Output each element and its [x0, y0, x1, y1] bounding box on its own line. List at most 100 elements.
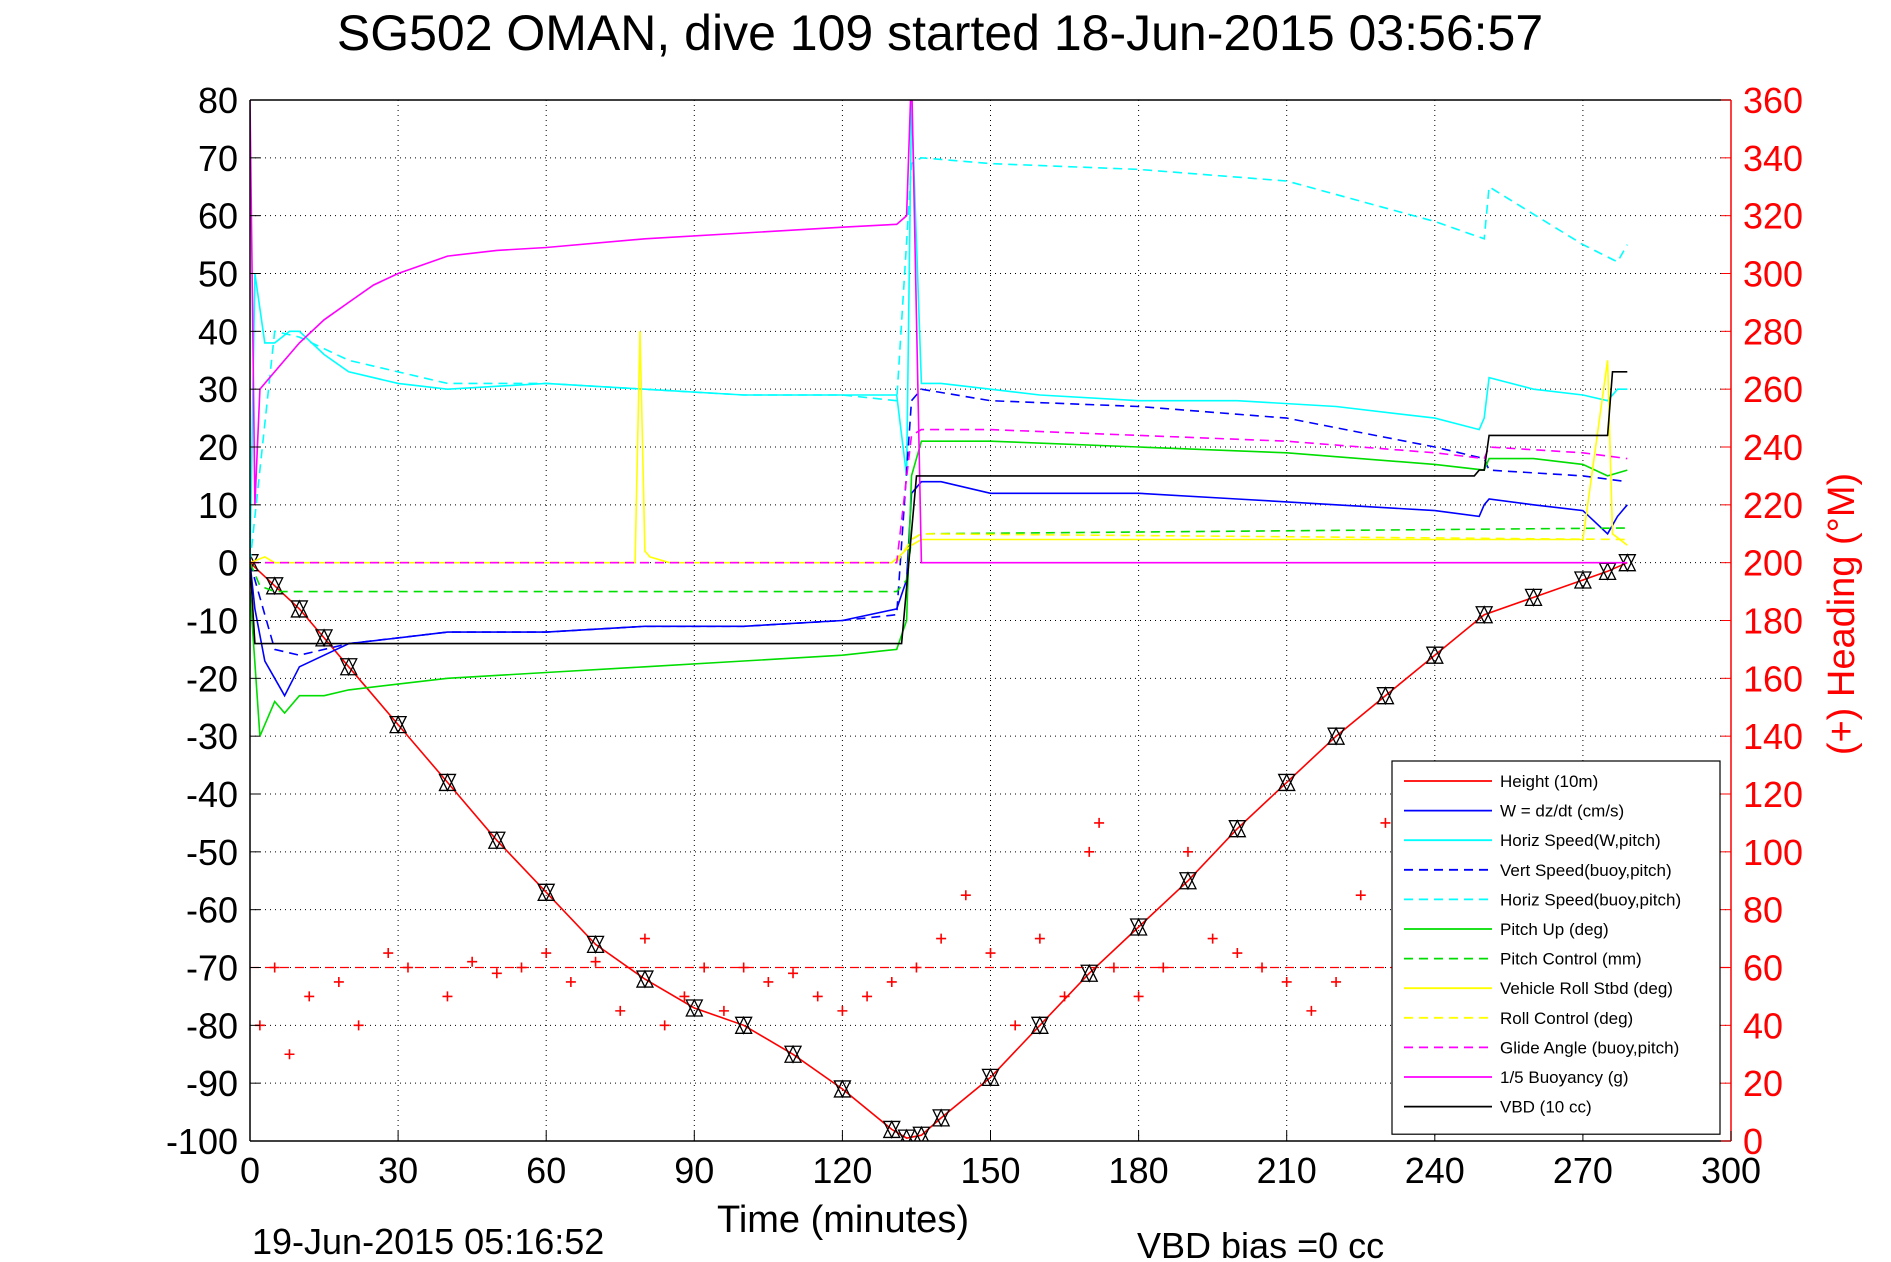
heading-point [659, 1020, 670, 1031]
x-tick-label: 240 [1405, 1150, 1465, 1191]
y-tick-label: -90 [186, 1063, 238, 1104]
heading-point [1182, 846, 1193, 857]
heading-point [788, 968, 799, 979]
legend-label: Vert Speed(buoy,pitch) [1500, 861, 1672, 880]
series-horiz-speed-buoy-pitch-line [250, 156, 1628, 563]
right-tick-label: 180 [1743, 601, 1803, 642]
right-tick-label: 120 [1743, 774, 1803, 815]
height-marker [1524, 587, 1543, 607]
series-height-10m-line [250, 561, 1628, 1139]
chart-title: SG502 OMAN, dive 109 started 18-Jun-2015… [337, 5, 1543, 61]
vbd-bias-label: VBD bias =0 cc [1137, 1225, 1384, 1262]
y-tick-label: -80 [186, 1005, 238, 1046]
height-marker [1475, 605, 1494, 625]
height-marker [1178, 871, 1198, 891]
height-marker [586, 934, 605, 954]
heading-point [402, 962, 413, 973]
series-vbd-10-cc-line [250, 370, 1628, 645]
height-marker [1030, 1015, 1049, 1035]
series-1-5-buoyancy-g-line [250, 100, 1628, 564]
heading-point [442, 991, 453, 1002]
y-tick-label: -20 [186, 658, 238, 699]
right-tick-label: 40 [1743, 1005, 1783, 1046]
footer-timestamp: 19-Jun-2015 05:16:52 [252, 1221, 604, 1262]
height-marker [833, 1079, 852, 1099]
height-marker [1129, 917, 1148, 937]
right-tick-label: 260 [1743, 369, 1803, 410]
right-tick-label: 280 [1743, 311, 1803, 352]
x-tick-label: 150 [960, 1150, 1020, 1191]
y-tick-label: 70 [198, 138, 238, 179]
heading-point [1355, 890, 1366, 901]
height-marker [487, 830, 506, 850]
heading-point [1207, 933, 1218, 944]
legend-label: Pitch Up (deg) [1500, 920, 1609, 939]
heading-point [541, 948, 552, 959]
height-marker [389, 715, 408, 735]
heading-point [467, 956, 478, 967]
heading-point [886, 976, 897, 987]
y-tick-label: 20 [198, 427, 238, 468]
heading-point [862, 991, 873, 1002]
heading-point [985, 948, 996, 959]
heading-point [718, 1005, 729, 1016]
legend-label: Horiz Speed(W,pitch) [1500, 831, 1661, 850]
x-tick-label: 0 [240, 1150, 260, 1191]
series-horiz-speed-w-pitch-line [250, 100, 1628, 563]
right-tick-label: 360 [1743, 80, 1803, 121]
height-marker [339, 657, 358, 677]
heading-point [1306, 1005, 1317, 1016]
height-marker [897, 1128, 916, 1141]
heading-point [1010, 1020, 1021, 1031]
heading-point [1059, 991, 1070, 1002]
y-tick-label: 80 [198, 80, 238, 121]
x-tick-label: 120 [812, 1150, 872, 1191]
right-tick-label: 0 [1743, 1121, 1763, 1162]
right-tick-label: 220 [1743, 485, 1803, 526]
height-marker [1080, 963, 1099, 983]
y-tick-label: 40 [198, 311, 238, 352]
height-marker [1376, 686, 1395, 706]
height-marker [734, 1015, 753, 1035]
legend-box [1391, 760, 1721, 1135]
height-marker [685, 998, 704, 1018]
heading-point [1281, 976, 1292, 987]
height-marker [1228, 819, 1247, 839]
legend-label: VBD (10 cc) [1500, 1098, 1592, 1117]
heading-point [837, 1005, 848, 1016]
heading-point [304, 991, 315, 1002]
height-marker [635, 969, 654, 989]
heading-point [639, 933, 650, 944]
x-tick-label: 30 [378, 1150, 418, 1191]
heading-point [615, 1005, 626, 1016]
x-tick-label: 180 [1109, 1150, 1169, 1191]
height-marker [1277, 772, 1296, 792]
y-tick-label: 50 [198, 254, 238, 295]
right-tick-label: 100 [1743, 832, 1803, 873]
legend-label: Height (10m) [1500, 772, 1598, 791]
series-glide-angle-buoy-pitch-line [250, 428, 1628, 564]
x-tick-label: 270 [1553, 1150, 1613, 1191]
heading-point [812, 991, 823, 1002]
y-tick-label: -70 [186, 948, 238, 989]
legend-label: Horiz Speed(buoy,pitch) [1500, 890, 1681, 909]
tick-labels: 0 30 60 90 120 150 180 210 240 270 300-100-90-80-7… [166, 80, 1803, 1191]
series-vert-speed-buoy-pitch-line [250, 388, 1628, 657]
heading-point [590, 956, 601, 967]
height-marker [290, 599, 309, 619]
right-axis-label: (+) Heading (°M) [1821, 473, 1863, 755]
right-tick-label: 80 [1743, 890, 1783, 931]
heading-point [516, 962, 527, 973]
legend-label: Vehicle Roll Stbd (deg) [1500, 979, 1673, 998]
heading-point [333, 976, 344, 987]
x-tick-label: 300 [1701, 1150, 1761, 1191]
heading-point [1331, 976, 1342, 987]
legend: Height (10m) W = dz/dt (cm/s) Horiz Speed(… [1391, 760, 1721, 1135]
heading-point [1094, 817, 1105, 828]
legend-label: 1/5 Buoyancy (g) [1500, 1068, 1629, 1087]
heading-point [936, 933, 947, 944]
y-tick-label: -60 [186, 890, 238, 931]
height-marker [1425, 645, 1444, 665]
heading-point [1158, 962, 1169, 973]
right-tick-label: 320 [1743, 196, 1803, 237]
